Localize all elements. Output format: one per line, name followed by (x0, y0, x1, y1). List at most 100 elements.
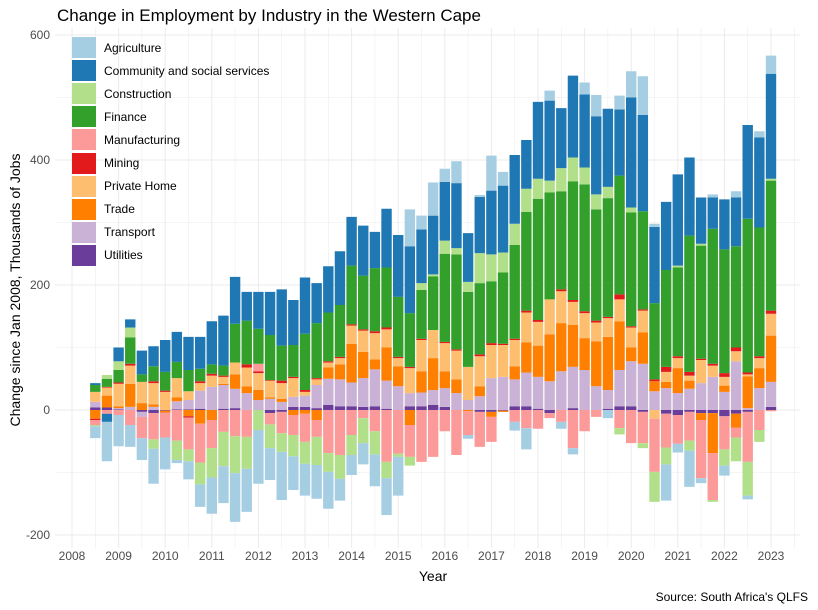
bar-segment-manufacturing (253, 363, 264, 372)
bar-segment-transport (684, 388, 695, 410)
bar-segment-construction (614, 428, 625, 435)
bar-segment-agriculture (404, 209, 416, 247)
bar-segment-trade (323, 367, 334, 379)
bar-segment-private-home (730, 351, 742, 362)
bar-segment-agriculture (509, 421, 520, 431)
bar-segment-trade (462, 410, 474, 412)
y-tick-label: 200 (30, 278, 50, 292)
bar-segment-private-home (264, 380, 276, 398)
bar-segment-agriculture (369, 454, 381, 487)
bar-segment-trade (148, 404, 159, 407)
bar-segment-private-home (404, 368, 416, 394)
bar-segment-finance (288, 345, 299, 377)
bar-segment-agriculture (521, 428, 532, 450)
bar-segment-community-and-social-services (288, 300, 299, 345)
bar-segment-agriculture (125, 425, 136, 447)
bar-segment-manufacturing (113, 410, 124, 415)
bar-segment-agriculture (323, 471, 334, 509)
bar-segment-utilities (194, 408, 206, 410)
bar-segment-private-home (684, 375, 695, 381)
bar-segment-finance (567, 181, 579, 300)
bar-segment-transport (113, 408, 124, 410)
bar-segment-trade (334, 364, 346, 380)
bar-segment-transport (194, 390, 206, 409)
legend-key (72, 221, 96, 243)
bar-segment-construction (649, 471, 660, 502)
bar-segment-manufacturing (742, 411, 753, 462)
bar-segment-manufacturing (579, 410, 590, 432)
bar-segment-transport (474, 396, 485, 410)
bar-segment-transport (416, 392, 427, 407)
bar-segment-finance (532, 198, 544, 320)
bar-segment-mining (358, 329, 369, 331)
bar-segment-finance (695, 245, 707, 359)
bar-segment-trade (171, 397, 183, 402)
bar-segment-transport (532, 376, 544, 409)
bar-segment-private-home (695, 360, 707, 384)
bar-segment-construction (451, 248, 462, 255)
bar-segment-community-and-social-services (299, 277, 311, 334)
bars (90, 55, 777, 522)
bar-segment-transport (241, 393, 252, 410)
bar-segment-transport (148, 406, 159, 410)
bar-segment-community-and-social-services (695, 197, 707, 244)
bar-segment-private-home (462, 366, 474, 400)
bar-segment-transport (90, 401, 101, 408)
bar-segment-construction (544, 180, 555, 193)
bar-segment-private-home (171, 378, 183, 398)
bar-segment-private-home (229, 362, 241, 375)
bar-segment-community-and-social-services (276, 289, 287, 346)
bar-segment-construction (218, 431, 229, 467)
bar-segment-construction (101, 375, 113, 379)
bar-segment-finance (148, 366, 159, 382)
bar-segment-agriculture (637, 76, 649, 115)
bar-segment-finance (113, 370, 124, 383)
bar-segment-community-and-social-services (101, 413, 113, 422)
bar-segment-construction (521, 188, 532, 212)
bar-segment-manufacturing (323, 410, 334, 454)
bar-segment-transport (602, 390, 614, 409)
bar-segment-trade (276, 398, 287, 402)
bar-segment-mining (567, 300, 579, 302)
bar-segment-manufacturing (369, 410, 381, 432)
bar-segment-community-and-social-services (439, 181, 450, 241)
bar-segment-transport (276, 401, 287, 410)
bar-segment-community-and-social-services (614, 109, 625, 176)
legend-item: Transport (72, 221, 269, 244)
bar-segment-trade (521, 342, 532, 373)
bar-segment-utilities (311, 408, 322, 410)
bar-segment-manufacturing (462, 411, 474, 435)
bar-segment-private-home (474, 356, 485, 387)
bar-segment-construction (486, 254, 497, 282)
bar-segment-finance (614, 175, 625, 295)
legend-item: Community and social services (72, 59, 269, 82)
bar-segment-mining (556, 289, 567, 292)
bar-segment-agriculture (719, 465, 730, 476)
bar-segment-utilities (439, 406, 450, 410)
bar-segment-finance (206, 364, 217, 374)
bar-segment-manufacturing (672, 415, 683, 444)
bar-segment-finance (707, 228, 718, 364)
bar-segment-mining (381, 327, 392, 330)
bar-segment-manufacturing (474, 411, 485, 447)
bar-segment-finance (719, 249, 730, 374)
bar-segment-mining (369, 331, 381, 334)
bar-segment-trade (602, 336, 614, 390)
bar-segment-community-and-social-services (742, 125, 753, 219)
bar-segment-construction (474, 253, 485, 284)
bar-segment-private-home (754, 358, 765, 369)
legend: Agriculture Community and social service… (72, 36, 269, 267)
bar-segment-mining (754, 356, 765, 359)
bar-segment-private-home (521, 312, 532, 343)
bar-segment-mining (183, 416, 194, 418)
bar-segment-agriculture (276, 451, 287, 500)
bar-segment-mining (288, 376, 299, 379)
bar-segment-private-home (497, 345, 509, 377)
bar-segment-construction (416, 283, 427, 290)
y-tick-label: 400 (30, 153, 50, 167)
bar-segment-utilities (532, 408, 544, 410)
bar-segment-finance (218, 365, 229, 376)
bar-segment-finance (497, 272, 509, 344)
bar-segment-manufacturing (404, 425, 416, 457)
